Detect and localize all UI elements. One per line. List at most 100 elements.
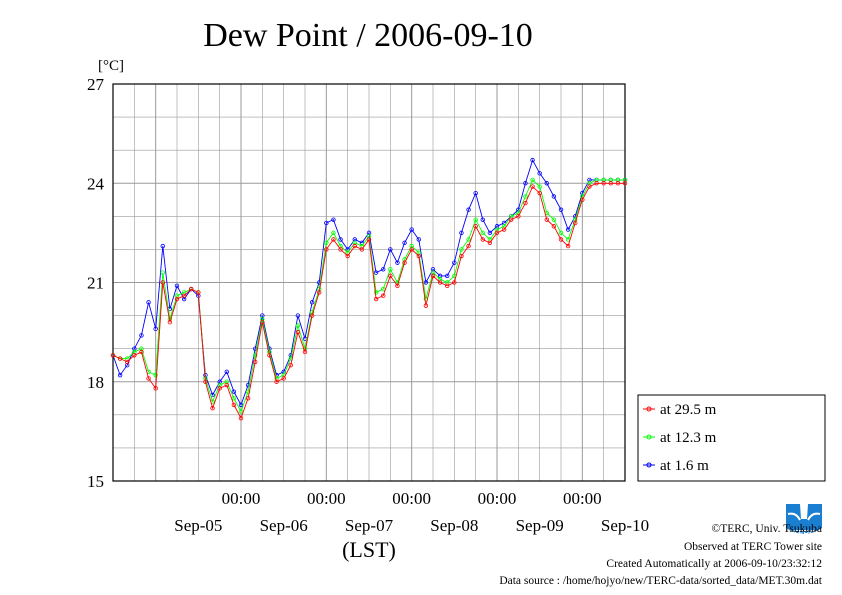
y-tick-label: 18 (87, 373, 104, 392)
x-date-tick-label: Sep-06 (260, 516, 308, 535)
data-point (523, 194, 528, 199)
legend-marker (646, 406, 652, 412)
data-point (146, 376, 151, 381)
legend-marker (646, 462, 652, 468)
data-point (558, 230, 564, 236)
data-point (338, 247, 343, 252)
data-point (466, 207, 471, 212)
data-point (452, 280, 457, 285)
data-point (580, 197, 585, 202)
data-point (245, 389, 251, 394)
data-point (466, 243, 471, 249)
data-point (324, 220, 329, 226)
data-point (608, 181, 613, 186)
data-point (423, 303, 429, 308)
y-tick-label: 21 (87, 274, 104, 293)
series-line (112, 182, 625, 420)
x-date-tick-label: Sep-08 (430, 516, 478, 535)
data-point (573, 220, 578, 226)
data-point (345, 253, 350, 259)
data-point (281, 376, 286, 381)
data-point (366, 237, 372, 242)
data-point (167, 320, 173, 325)
data-point (253, 359, 258, 365)
data-point (160, 243, 165, 249)
y-axis-unit: [°C] (98, 58, 124, 74)
y-tick-label: 15 (87, 472, 104, 491)
data-point (480, 237, 485, 242)
data-point (352, 243, 357, 249)
data-point (480, 230, 485, 236)
data-point (523, 181, 528, 186)
data-point (288, 363, 293, 368)
data-point (331, 237, 336, 242)
data-point (537, 171, 542, 176)
legend-label: at 29.5 m (660, 402, 717, 418)
data-point (544, 217, 549, 222)
legend-label: at 12.3 m (660, 430, 717, 446)
x-date-tick-label: Sep-07 (345, 516, 394, 535)
data-point (523, 200, 528, 206)
plot-frame (112, 83, 626, 482)
data-point (217, 386, 222, 391)
data-point (117, 372, 123, 378)
data-point (558, 237, 564, 242)
data-point (331, 230, 336, 236)
data-point (224, 382, 229, 388)
x-time-tick-label: 00:00 (392, 489, 431, 508)
data-point (594, 181, 599, 186)
data-point (537, 184, 542, 189)
data-point (373, 290, 379, 295)
data-point (388, 267, 393, 272)
data-point (480, 217, 485, 222)
data-point (487, 240, 493, 245)
data-point (516, 214, 521, 219)
data-point (196, 290, 201, 295)
data-point (388, 247, 393, 252)
data-point (125, 359, 130, 365)
data-point (295, 323, 301, 328)
data-point (139, 333, 144, 338)
data-point (132, 353, 137, 358)
data-point (238, 402, 244, 408)
data-point (338, 237, 343, 242)
data-point (473, 217, 478, 222)
data-point (117, 356, 123, 361)
data-point (110, 353, 116, 358)
data-point (530, 184, 535, 189)
terc-logo-text: TERC (793, 529, 815, 538)
credit-data-source: Data source : /home/hojyo/new/TERC-data/… (499, 575, 822, 587)
legend-label: at 1.6 m (660, 458, 709, 474)
data-point (409, 227, 414, 232)
data-point (309, 313, 315, 318)
x-date-tick-label: Sep-05 (174, 516, 222, 535)
data-point (601, 181, 606, 186)
data-point (174, 283, 180, 289)
x-time-tick-label: 00:00 (222, 489, 261, 508)
credit-created: Created Automatically at 2006-09-10/23:3… (606, 558, 822, 570)
data-point (437, 280, 443, 285)
credit-site: Observed at TERC Tower site (684, 541, 822, 553)
data-point (459, 247, 464, 252)
data-point (267, 353, 272, 358)
data-point (473, 224, 478, 229)
data-point (409, 247, 414, 252)
data-point (402, 260, 407, 265)
data-point (153, 326, 158, 332)
data-point (373, 296, 379, 302)
data-point (558, 207, 564, 212)
data-point (551, 194, 557, 199)
data-point (459, 253, 464, 259)
y-tick-label: 27 (87, 75, 105, 94)
legend: at 29.5 m at 12.3 m at 1.6 m (637, 394, 826, 482)
series-at-29-5-m (110, 181, 628, 421)
data-point (210, 406, 215, 411)
data-point (473, 190, 478, 196)
legend-box (637, 394, 826, 482)
data-point (160, 280, 165, 285)
data-point (359, 247, 365, 252)
data-point (381, 286, 386, 292)
data-point (324, 240, 329, 245)
data-point (494, 230, 500, 236)
